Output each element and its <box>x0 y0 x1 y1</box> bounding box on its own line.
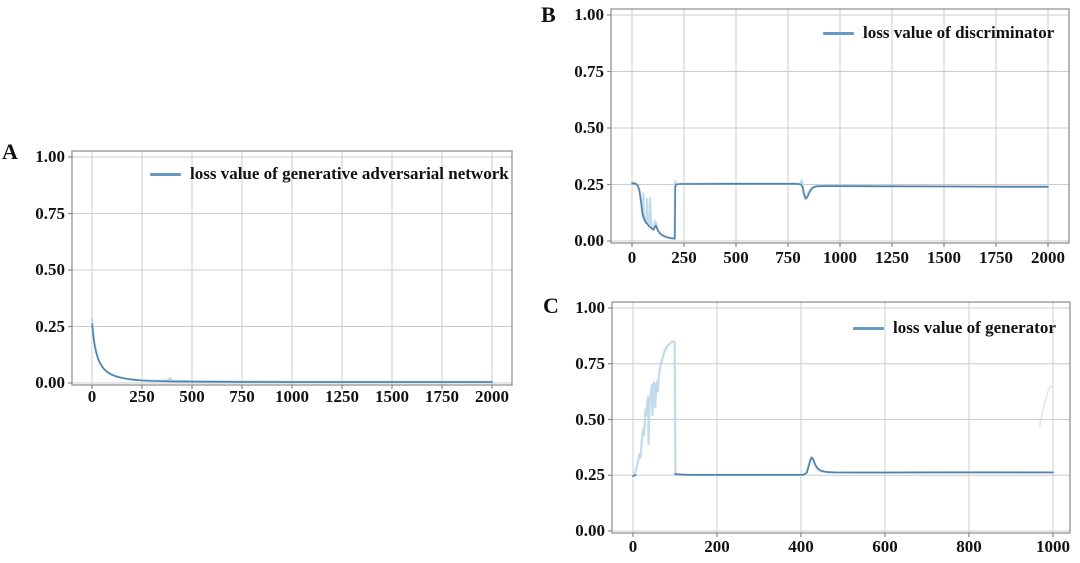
y-tick-label: 1.00 <box>574 5 604 24</box>
legend-gan-loss: loss value of generative adversarial net… <box>150 165 509 183</box>
y-tick-label: 0.00 <box>575 521 605 540</box>
y-tick-label: 0.25 <box>575 465 605 485</box>
x-tick-label: 1750 <box>979 248 1013 267</box>
series-line <box>91 323 493 383</box>
x-tick-label: 250 <box>671 248 697 267</box>
x-tick-label: 750 <box>229 387 255 406</box>
series-line <box>1038 385 1053 428</box>
panel-c-plot-area <box>608 301 1071 537</box>
x-tick-label: 0 <box>627 248 637 267</box>
panel-label-c: C <box>543 293 559 318</box>
y-tick-label: 0.25 <box>574 174 604 194</box>
x-tick-label: 750 <box>775 248 801 267</box>
x-tick-label: 200 <box>704 537 730 556</box>
y-tick-label: 0.25 <box>35 316 65 336</box>
legend-line-swatch-icon <box>853 326 884 330</box>
x-tick-label: 1500 <box>927 248 961 267</box>
series-line <box>631 182 1049 240</box>
x-tick-label: 1000 <box>1036 537 1070 556</box>
legend-discriminator-loss: loss value of discriminator <box>823 24 1054 42</box>
y-tick-label: 0.75 <box>35 203 65 223</box>
x-tick-label: 1500 <box>375 387 409 406</box>
x-tick-label: 2000 <box>475 387 509 406</box>
legend-label: loss value of discriminator <box>863 23 1055 42</box>
legend-label: loss value of generative adversarial net… <box>190 164 509 183</box>
x-tick-label: 1000 <box>823 248 857 267</box>
series-line <box>674 456 1054 476</box>
x-tick-label: 500 <box>179 387 205 406</box>
panel-label-a: A <box>2 139 18 164</box>
y-tick-label: 1.00 <box>575 298 605 317</box>
series-line <box>632 474 637 477</box>
legend-line-swatch-icon <box>823 31 854 35</box>
series-line <box>631 340 1055 478</box>
y-tick-label: 0.50 <box>35 260 65 279</box>
y-tick-label: 0.50 <box>574 118 604 137</box>
panel-b-plot-area <box>607 8 1070 247</box>
x-tick-label: 1250 <box>875 248 909 267</box>
plot-border <box>611 301 1071 534</box>
x-tick-label: 0 <box>87 387 97 406</box>
panel-label-b: B <box>541 2 556 27</box>
y-tick-label: 0.75 <box>575 353 605 373</box>
panel-a-plot-area <box>68 150 513 389</box>
x-tick-label: 2000 <box>1031 248 1065 267</box>
x-tick-label: 1750 <box>425 387 459 406</box>
x-tick-label: 400 <box>788 537 814 556</box>
x-tick-label: 1000 <box>275 387 309 406</box>
x-tick-label: 500 <box>723 248 749 267</box>
y-tick-label: 0.75 <box>574 61 604 81</box>
legend-generator-loss: loss value of generator <box>853 319 1056 337</box>
y-tick-label: 0.00 <box>35 373 65 392</box>
x-tick-label: 250 <box>129 387 155 406</box>
x-tick-label: 800 <box>956 537 982 556</box>
x-tick-label: 0 <box>628 537 638 556</box>
y-tick-label: 1.00 <box>35 147 65 166</box>
legend-line-swatch-icon <box>150 172 181 176</box>
x-tick-label: 1250 <box>325 387 359 406</box>
legend-label: loss value of generator <box>893 318 1056 337</box>
y-tick-label: 0.50 <box>575 409 605 429</box>
x-tick-label: 600 <box>872 537 898 556</box>
y-tick-label: 0.00 <box>574 231 604 250</box>
